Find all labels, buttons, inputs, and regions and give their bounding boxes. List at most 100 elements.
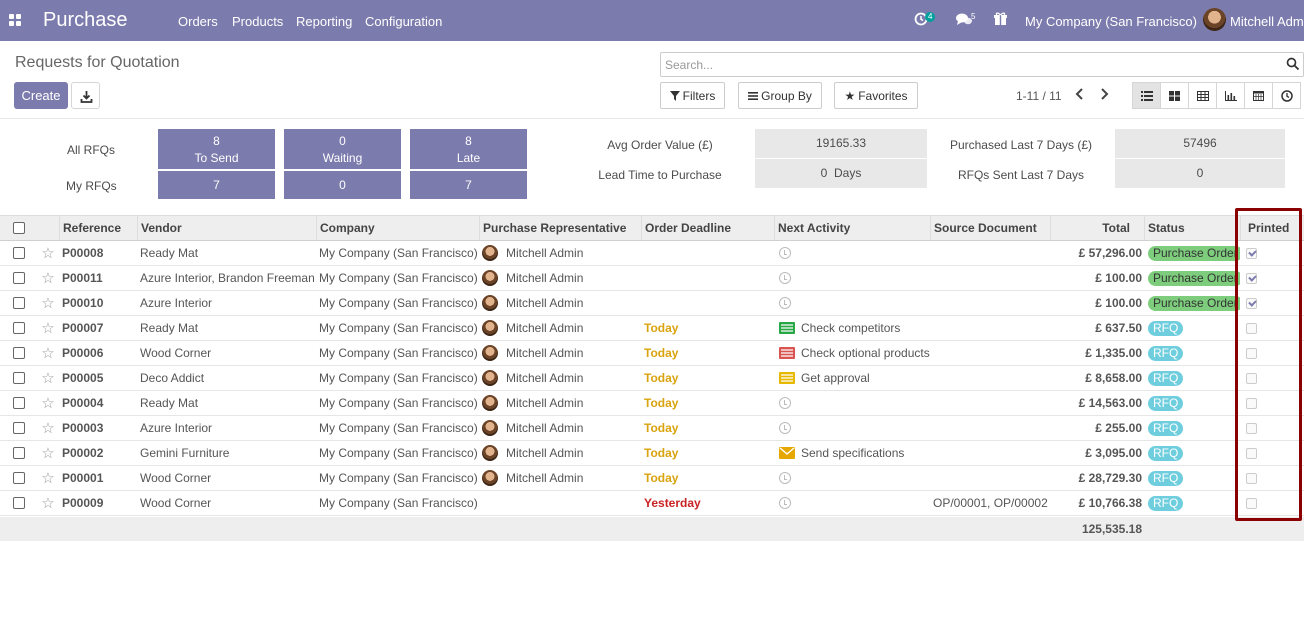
graph-view-button[interactable] <box>1216 82 1245 109</box>
activity-view-button[interactable] <box>1272 82 1301 109</box>
kanban-view-button[interactable] <box>1160 82 1189 109</box>
to-send-tile[interactable]: 8 To Send <box>158 129 275 169</box>
printed-checkbox <box>1246 447 1257 459</box>
menu-configuration[interactable]: Configuration <box>365 14 443 29</box>
row-vendor: Ready Mat <box>140 321 199 335</box>
col-representative[interactable]: Purchase Representative <box>479 216 641 240</box>
view-switcher <box>1132 82 1304 109</box>
star-icon[interactable]: ☆ <box>41 270 55 287</box>
waiting-tile[interactable]: 0 Waiting <box>284 129 401 169</box>
star-icon[interactable]: ☆ <box>41 295 55 312</box>
chevron-left-icon[interactable] <box>1073 86 1087 102</box>
clock-icon[interactable] <box>779 472 791 484</box>
control-panel-divider <box>0 118 1304 119</box>
row-company: My Company (San Francisco) <box>319 446 478 460</box>
row-representative: Mitchell Admin <box>506 446 584 460</box>
menu-products[interactable]: Products <box>232 14 284 29</box>
clock-icon[interactable] <box>779 397 791 409</box>
my-to-send-tile[interactable]: 7 <box>158 171 275 199</box>
star-icon[interactable]: ☆ <box>41 495 55 512</box>
favorites-button[interactable]: ★ Favorites <box>834 82 918 109</box>
row-checkbox[interactable] <box>12 322 25 334</box>
apps-menu-icon[interactable] <box>9 14 21 26</box>
pager-value[interactable]: 1-11 / 11 <box>1016 89 1062 103</box>
clock-icon[interactable] <box>779 297 791 309</box>
pivot-view-button[interactable] <box>1188 82 1217 109</box>
user-menu[interactable]: Mitchell Admin <box>1230 14 1304 29</box>
table-row[interactable]: ☆ P00007 Ready Mat My Company (San Francisc… <box>0 316 1304 341</box>
create-button[interactable]: Create <box>14 82 68 109</box>
star-icon[interactable]: ☆ <box>41 245 55 262</box>
col-reference[interactable]: Reference <box>59 216 137 240</box>
select-all-checkbox[interactable] <box>12 222 25 234</box>
col-vendor[interactable]: Vendor <box>137 216 316 240</box>
clock-icon[interactable] <box>779 247 791 259</box>
row-vendor: Azure Interior, Brandon Freeman <box>140 271 315 285</box>
messages-icon[interactable] <box>956 13 972 29</box>
row-checkbox[interactable] <box>12 372 25 384</box>
star-icon[interactable]: ☆ <box>41 320 55 337</box>
row-checkbox[interactable] <box>12 397 25 409</box>
row-representative: Mitchell Admin <box>506 371 584 385</box>
late-tile[interactable]: 8 Late <box>410 129 527 169</box>
menu-reporting[interactable]: Reporting <box>296 14 353 29</box>
star-icon[interactable]: ☆ <box>41 370 55 387</box>
table-row[interactable]: ☆ P00004 Ready Mat My Company (San Francisc… <box>0 391 1304 416</box>
menu-orders[interactable]: Orders <box>178 14 218 29</box>
list-view-button[interactable] <box>1132 82 1161 109</box>
filters-button[interactable]: Filters <box>660 82 725 109</box>
table-row[interactable]: ☆ P00003 Azure Interior My Company (San Fra… <box>0 416 1304 441</box>
row-deadline: Today <box>644 471 679 485</box>
star-icon[interactable]: ☆ <box>41 395 55 412</box>
row-checkbox[interactable] <box>12 297 25 309</box>
clock-icon[interactable] <box>779 422 791 434</box>
todo-green-icon[interactable] <box>779 322 795 334</box>
star-icon[interactable]: ☆ <box>41 470 55 487</box>
row-checkbox[interactable] <box>12 272 25 284</box>
my-late-tile[interactable]: 7 <box>410 171 527 199</box>
star-icon[interactable]: ☆ <box>41 420 55 437</box>
gift-icon[interactable] <box>994 12 1007 29</box>
col-total[interactable]: Total <box>1050 216 1144 240</box>
row-checkbox[interactable] <box>12 497 25 509</box>
chevron-right-icon[interactable] <box>1097 86 1111 102</box>
col-next-activity[interactable]: Next Activity <box>774 216 930 240</box>
table-row[interactable]: ☆ P00010 Azure Interior My Company (San Fra… <box>0 291 1304 316</box>
table-row[interactable]: ☆ P00009 Wood Corner My Company (San Franci… <box>0 491 1304 516</box>
user-avatar[interactable] <box>1203 8 1226 31</box>
printed-checkbox <box>1246 472 1257 484</box>
table-row[interactable]: ☆ P00008 Ready Mat My Company (San Francisc… <box>0 241 1304 266</box>
col-printed[interactable]: Printed <box>1240 216 1304 240</box>
my-waiting-tile[interactable]: 0 <box>284 171 401 199</box>
table-row[interactable]: ☆ P00002 Gemini Furniture My Company (San F… <box>0 441 1304 466</box>
table-row[interactable]: ☆ P00001 Wood Corner My Company (San Franci… <box>0 466 1304 491</box>
clock-icon[interactable] <box>779 272 791 284</box>
group-by-button[interactable]: Group By <box>738 82 822 109</box>
row-source <box>933 316 1050 340</box>
col-company[interactable]: Company <box>316 216 479 240</box>
envelope-icon[interactable] <box>779 447 795 459</box>
col-source-document[interactable]: Source Document <box>930 216 1050 240</box>
row-checkbox[interactable] <box>12 247 25 259</box>
row-vendor: Ready Mat <box>140 396 199 410</box>
row-checkbox[interactable] <box>12 347 25 359</box>
company-switcher[interactable]: My Company (San Francisco) <box>1025 14 1197 29</box>
row-checkbox[interactable] <box>12 472 25 484</box>
calendar-view-button[interactable] <box>1244 82 1273 109</box>
row-representative-cell: Mitchell Admin <box>482 466 641 490</box>
search-input[interactable] <box>665 57 1255 73</box>
row-checkbox[interactable] <box>12 422 25 434</box>
todo-red-icon[interactable] <box>779 347 795 359</box>
table-row[interactable]: ☆ P00011 Azure Interior, Brandon Freeman My… <box>0 266 1304 291</box>
table-row[interactable]: ☆ P00005 Deco Addict My Company (San Franci… <box>0 366 1304 391</box>
col-order-deadline[interactable]: Order Deadline <box>641 216 774 240</box>
search-icon[interactable] <box>1286 57 1300 71</box>
star-icon[interactable]: ☆ <box>41 445 55 462</box>
row-checkbox[interactable] <box>12 447 25 459</box>
star-icon[interactable]: ☆ <box>41 345 55 362</box>
clock-icon[interactable] <box>779 497 791 509</box>
todo-yellow-icon[interactable] <box>779 372 795 384</box>
export-button[interactable] <box>71 82 100 109</box>
col-status[interactable]: Status <box>1144 216 1240 240</box>
table-row[interactable]: ☆ P00006 Wood Corner My Company (San Franci… <box>0 341 1304 366</box>
